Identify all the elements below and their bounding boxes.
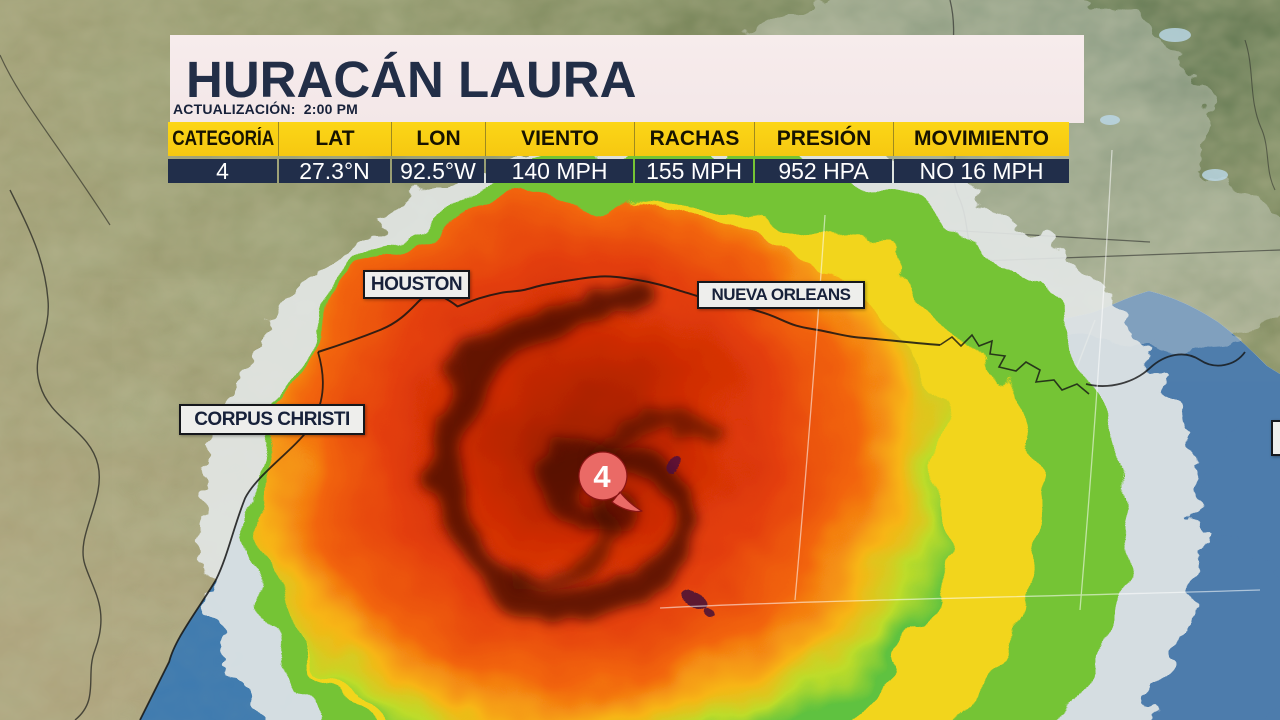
- svg-text:4: 4: [593, 459, 611, 494]
